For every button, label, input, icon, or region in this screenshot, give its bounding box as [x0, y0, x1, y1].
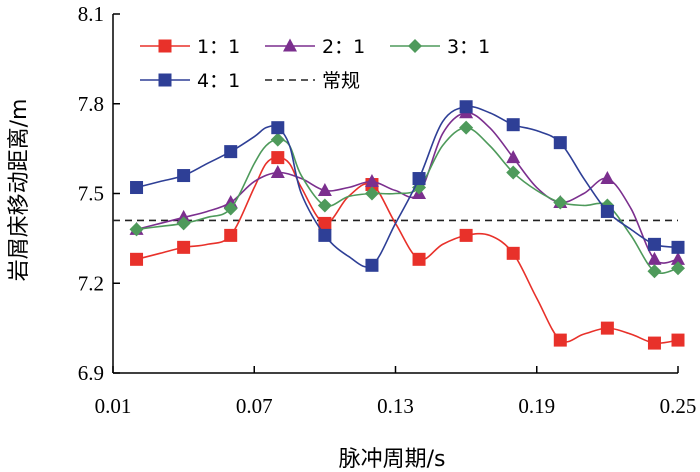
- x-tick-label: 0.25: [660, 394, 697, 418]
- data-point-3-2: [224, 145, 238, 159]
- data-point-1-8: [506, 150, 521, 164]
- legend-label: 3：1: [447, 36, 490, 58]
- legend: 1：1 2：1 3：1 4：1 常规: [140, 36, 490, 92]
- data-point-2-12: [671, 261, 685, 276]
- data-point-3-9: [553, 136, 567, 150]
- data-point-0-1: [177, 240, 191, 254]
- legend-item-4: 常规: [265, 70, 360, 92]
- legend-swatch-marker: [283, 38, 297, 52]
- data-point-1-4: [317, 183, 332, 197]
- legend-item-1: 2：1: [265, 36, 365, 58]
- data-point-3-3: [271, 121, 285, 135]
- data-point-3-0: [130, 181, 144, 195]
- data-point-1-5: [364, 174, 379, 188]
- data-point-0-3: [271, 151, 285, 165]
- data-point-2-3: [270, 132, 285, 147]
- data-point-0-6: [412, 252, 426, 266]
- series-group: [129, 100, 685, 350]
- data-point-1-10: [600, 171, 615, 185]
- legend-swatch-marker: [408, 39, 422, 53]
- data-point-3-11: [647, 237, 661, 251]
- data-point-3-7: [459, 100, 473, 114]
- legend-label: 4：1: [197, 70, 240, 92]
- data-point-1-3: [270, 165, 285, 179]
- series-2: [129, 120, 685, 279]
- x-axis-title: 脉冲周期/s: [339, 447, 446, 472]
- data-point-3-10: [600, 204, 614, 218]
- legend-swatch-marker: [158, 39, 172, 53]
- legend-swatch-marker: [158, 73, 172, 87]
- legend-item-0: 1：1: [140, 36, 240, 58]
- x-tick-labels: 0.01 0.07 0.13 0.19 0.25: [95, 394, 697, 418]
- data-point-0-11: [647, 336, 661, 350]
- y-tick-label: 7.2: [78, 271, 104, 295]
- data-point-2-0: [129, 222, 144, 237]
- series-1: [129, 105, 685, 265]
- axes: [112, 13, 679, 374]
- y-tick-label: 7.8: [78, 92, 104, 116]
- data-point-0-9: [553, 333, 567, 347]
- y-tick-label: 6.9: [78, 361, 104, 385]
- data-point-2-4: [317, 198, 332, 213]
- data-point-2-8: [506, 165, 521, 180]
- data-point-2-7: [459, 120, 474, 135]
- data-point-2-2: [223, 201, 238, 216]
- data-point-1-12: [671, 251, 685, 265]
- data-point-0-2: [224, 228, 238, 242]
- legend-label: 2：1: [322, 36, 365, 58]
- data-point-1-11: [647, 251, 662, 265]
- data-point-2-11: [647, 264, 662, 279]
- data-point-2-5: [364, 186, 379, 201]
- y-tick-label: 7.5: [78, 182, 104, 206]
- data-point-3-1: [177, 169, 191, 183]
- data-point-0-7: [459, 228, 473, 242]
- x-tick-label: 0.19: [518, 394, 555, 418]
- series-0: [130, 151, 685, 350]
- y-axis-title: 岩屑床移动距离/m: [7, 99, 32, 282]
- y-tick-labels: 6.9 7.2 7.5 7.8 8.1: [78, 2, 104, 385]
- x-tick-label: 0.13: [377, 394, 414, 418]
- data-point-3-12: [671, 240, 685, 254]
- data-point-0-10: [600, 321, 614, 335]
- x-tick-label: 0.01: [95, 394, 132, 418]
- data-point-3-5: [365, 258, 379, 272]
- data-point-2-9: [553, 195, 568, 210]
- legend-label: 1：1: [197, 36, 240, 58]
- x-tick-label: 0.07: [236, 394, 273, 418]
- data-point-3-6: [412, 172, 426, 186]
- series-3: [130, 100, 685, 272]
- legend-item-2: 3：1: [390, 36, 490, 58]
- legend-item-3: 4：1: [140, 70, 240, 92]
- data-point-3-8: [506, 118, 520, 132]
- series-line-0: [136, 156, 679, 345]
- series-line-1: [136, 111, 679, 264]
- legend-label: 常规: [322, 70, 360, 92]
- data-point-0-4: [318, 216, 332, 230]
- data-point-0-8: [506, 246, 520, 260]
- data-point-0-0: [130, 252, 144, 266]
- data-point-0-12: [671, 333, 685, 347]
- data-point-3-4: [318, 228, 332, 242]
- data-point-2-1: [176, 216, 191, 231]
- y-tick-label: 8.1: [78, 2, 104, 26]
